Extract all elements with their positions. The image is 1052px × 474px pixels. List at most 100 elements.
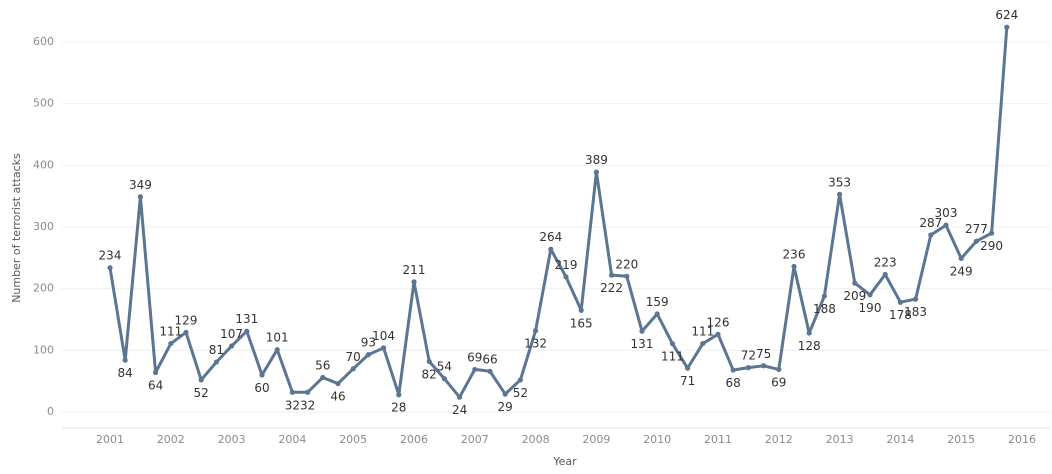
data-label: 129: [175, 313, 198, 327]
data-label: 236: [783, 247, 806, 261]
data-label: 220: [615, 257, 638, 271]
x-axis-ticks: 2001 2002 2003 2004 2005 2006 2007 2008 2009 2010…: [96, 433, 1036, 446]
data-point: [153, 369, 159, 376]
data-point: [593, 169, 600, 175]
data-point: [973, 238, 980, 244]
data-label: 219: [555, 258, 578, 272]
x-tick-label: 2008: [522, 433, 550, 446]
data-label: 223: [874, 255, 897, 269]
data-label: 60: [254, 381, 269, 395]
data-label: 101: [266, 331, 289, 345]
data-label: 624: [995, 8, 1018, 22]
data-point: [897, 299, 904, 305]
data-point: [122, 357, 128, 363]
y-tick-label: 600: [33, 35, 54, 48]
data-label: 128: [798, 339, 821, 353]
x-tick-label: 2016: [1008, 433, 1036, 446]
y-tick-label: 300: [33, 220, 54, 233]
x-tick-label: 2003: [218, 433, 246, 446]
data-point: [685, 365, 691, 371]
data-label: 209: [843, 289, 866, 303]
data-label: 211: [403, 263, 426, 277]
x-tick-label: 2011: [704, 433, 732, 446]
data-point: [487, 368, 493, 374]
data-label: 111: [159, 325, 182, 339]
data-label: 66: [482, 352, 497, 366]
data-point: [229, 343, 235, 349]
data-point: [867, 292, 873, 298]
data-point: [639, 328, 645, 334]
data-point: [168, 340, 174, 347]
data-label: 107: [220, 327, 243, 341]
data-label: 71: [680, 374, 695, 388]
y-axis-title: Number of terrorist attacks: [10, 153, 23, 303]
data-label: 188: [813, 302, 836, 316]
data-label: 290: [980, 239, 1003, 253]
data-label: 24: [452, 403, 467, 417]
data-label: 183: [904, 305, 927, 319]
data-point: [821, 293, 828, 299]
data-point: [365, 352, 371, 358]
x-tick-label: 2013: [826, 433, 854, 446]
data-point: [198, 377, 204, 383]
data-label: 84: [118, 366, 133, 380]
data-label: 29: [498, 400, 513, 414]
data-label: 159: [646, 295, 669, 309]
x-tick-label: 2002: [157, 433, 185, 446]
series-layer: [107, 24, 1010, 400]
data-label: 353: [828, 175, 851, 189]
data-label: 249: [950, 264, 973, 278]
data-label: 54: [437, 360, 452, 374]
data-label: 234: [99, 249, 122, 263]
data-point: [548, 246, 554, 252]
data-label: 190: [859, 301, 882, 315]
data-point: [517, 377, 524, 383]
data-label: 349: [129, 178, 152, 192]
data-label: 303: [935, 206, 958, 220]
series-line: [108, 27, 1009, 399]
data-point: [943, 222, 949, 228]
x-tick-label: 2010: [643, 433, 671, 446]
data-point: [1004, 24, 1010, 30]
data-label: 28: [391, 401, 406, 415]
data-label: 52: [513, 386, 528, 400]
x-tick-label: 2005: [339, 433, 367, 446]
data-label: 111: [691, 325, 714, 339]
y-tick-label: 500: [33, 97, 54, 110]
data-label: 64: [148, 379, 163, 393]
data-point: [411, 279, 417, 285]
data-point: [335, 381, 341, 387]
data-point: [274, 347, 280, 353]
data-label: 32: [285, 398, 300, 412]
data-point: [989, 230, 995, 236]
data-point: [533, 328, 539, 334]
data-point: [852, 280, 858, 286]
data-point: [259, 372, 265, 378]
x-tick-label: 2004: [278, 433, 306, 446]
data-point: [928, 232, 934, 238]
data-point: [715, 331, 721, 337]
data-label: 264: [539, 230, 562, 244]
data-point: [137, 194, 143, 200]
data-point: [213, 359, 219, 365]
data-label: 46: [330, 390, 345, 404]
data-label: 277: [965, 222, 988, 236]
data-label: 75: [756, 347, 771, 361]
data-label: 69: [771, 375, 786, 389]
data-point: [624, 273, 630, 279]
data-point: [350, 366, 356, 372]
data-point: [502, 391, 508, 397]
data-point: [913, 296, 919, 302]
data-point: [472, 366, 478, 373]
data-point: [457, 394, 463, 400]
data-point: [441, 376, 447, 382]
data-point: [426, 358, 432, 365]
data-point: [882, 271, 888, 278]
data-label: 165: [570, 316, 593, 330]
data-point: [107, 265, 113, 271]
data-point: [609, 272, 615, 278]
y-tick-label: 400: [33, 158, 54, 171]
